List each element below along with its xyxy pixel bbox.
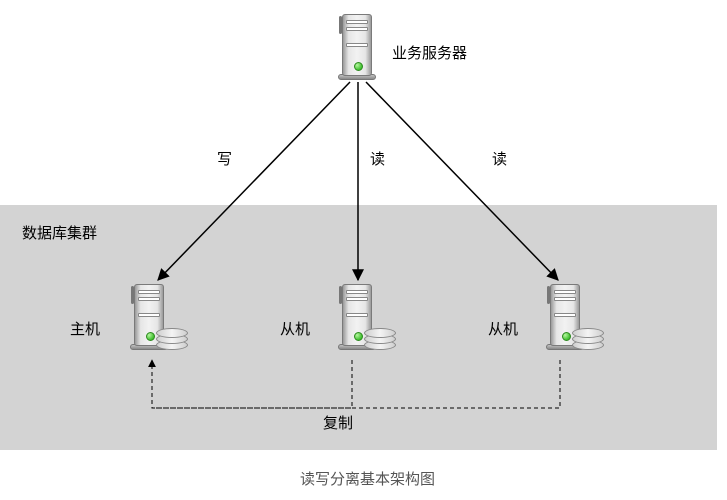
node-slave1-disks-icon — [364, 328, 396, 354]
node-slave1-label: 从机 — [280, 318, 310, 339]
node-slave2-label: 从机 — [488, 318, 518, 339]
edge-label-read1: 读 — [368, 148, 387, 169]
diagram-canvas: 数据库集群 写 读 读 复制 业务服务器 主 — [0, 0, 727, 500]
diagram-caption: 读写分离基本架构图 — [300, 468, 435, 489]
edge-label-write: 写 — [215, 148, 234, 169]
node-master-disks-icon — [156, 328, 188, 354]
edge-label-replicate: 复制 — [320, 412, 356, 433]
cluster-label: 数据库集群 — [22, 222, 97, 243]
node-app-server — [336, 14, 378, 76]
node-slave2-disks-icon — [572, 328, 604, 354]
edge-label-read2: 读 — [490, 148, 509, 169]
node-app-label: 业务服务器 — [392, 42, 467, 63]
node-master-label: 主机 — [70, 318, 100, 339]
